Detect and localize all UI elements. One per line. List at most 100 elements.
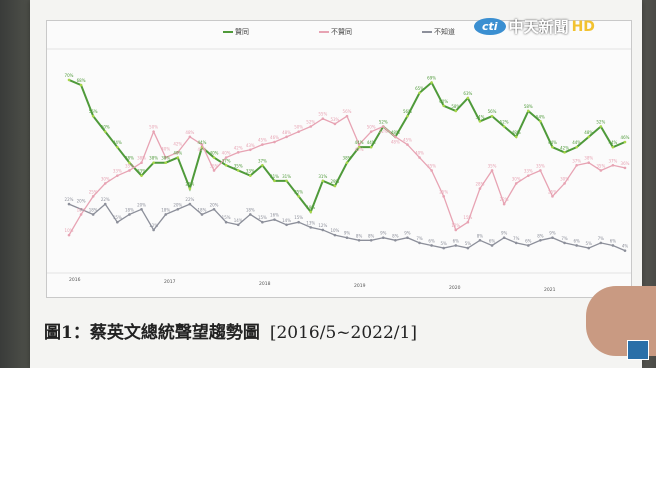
chart-frame: 贊同 不贊同 不知道 2016 2017 2018 2019 2020 2021 70% 68… (46, 20, 632, 298)
data-point (394, 239, 397, 242)
data-label: 48% (391, 130, 400, 135)
data-point (418, 91, 421, 95)
data-label: 8% (392, 233, 399, 238)
data-point (333, 184, 337, 188)
data-point (67, 202, 71, 206)
data-label: 7% (598, 236, 605, 241)
data-point (406, 143, 409, 146)
data-point (273, 218, 276, 221)
data-label: 45% (403, 138, 412, 143)
data-point (454, 228, 458, 232)
year-tick-label: 2019 (354, 283, 366, 289)
data-point (103, 182, 107, 185)
data-label: 29% (330, 179, 339, 184)
data-label: 56% (343, 109, 352, 114)
data-label: 58% (524, 104, 533, 109)
data-label: 54% (536, 114, 545, 119)
data-point (430, 81, 433, 84)
data-label: 15% (463, 215, 472, 220)
data-point (79, 207, 83, 211)
data-point (357, 239, 361, 242)
data-label: 18% (77, 207, 86, 212)
data-point (200, 213, 204, 216)
legend: 贊同 不贊同 不知道 (47, 27, 631, 37)
data-label: 52% (306, 119, 315, 124)
data-point (128, 161, 131, 165)
tv-frame: 贊同 不贊同 不知道 2016 2017 2018 2019 2020 2021 70% 68… (0, 0, 656, 368)
data-point (381, 125, 385, 128)
data-point (91, 213, 95, 216)
data-label: 69% (427, 76, 436, 81)
data-label: 58% (451, 104, 460, 109)
data-label: 15% (222, 215, 231, 220)
data-point (502, 125, 506, 128)
data-label: 38% (161, 156, 170, 161)
data-label: 9% (380, 231, 387, 236)
legend-unknown: 不知道 (422, 27, 455, 37)
data-point (212, 169, 216, 172)
data-point (103, 202, 107, 206)
data-label: 48% (282, 130, 291, 135)
data-label: 50% (149, 125, 158, 130)
data-point (454, 244, 458, 247)
year-tick-label: 2020 (449, 285, 461, 291)
data-point (116, 174, 119, 177)
data-label: 35% (125, 163, 134, 168)
data-label: 37% (572, 158, 581, 163)
data-label: 7% (513, 236, 520, 241)
data-label: 37% (222, 158, 231, 163)
data-point (575, 244, 578, 247)
data-label: 5% (586, 241, 593, 246)
data-point (249, 174, 252, 177)
data-label: 56% (488, 109, 497, 114)
data-point (345, 236, 349, 240)
data-point (188, 187, 192, 190)
data-label: 40% (222, 151, 231, 156)
data-label: 42% (173, 141, 182, 146)
data-point (611, 244, 615, 247)
data-label: 45% (198, 147, 207, 152)
data-point (357, 145, 361, 149)
data-label: 52% (379, 119, 388, 124)
data-point (67, 78, 71, 82)
data-label: 31% (282, 174, 291, 179)
data-label: 44% (572, 140, 581, 145)
data-point (224, 163, 228, 167)
legend-label: 贊同 (235, 28, 249, 36)
data-label: 54% (476, 114, 485, 119)
data-point (285, 179, 288, 183)
data-point (152, 130, 155, 133)
cti-logo-mark: cti (474, 18, 506, 35)
data-label: 12% (451, 223, 460, 228)
paper-sheet: 贊同 不贊同 不知道 2016 2017 2018 2019 2020 2021 70% 68… (30, 0, 642, 368)
data-label: 44% (355, 140, 364, 145)
data-point (478, 187, 482, 190)
data-point (116, 145, 119, 149)
data-label: 37% (258, 158, 267, 163)
legend-swatch (223, 31, 233, 33)
data-label: 31% (270, 174, 279, 179)
data-point (490, 114, 494, 118)
data-label: 25% (294, 189, 303, 194)
data-label: 65% (415, 86, 424, 91)
data-label: 10% (330, 228, 339, 233)
year-tick-label: 2016 (69, 277, 81, 283)
data-label: 68% (77, 78, 86, 83)
data-point (309, 226, 313, 229)
data-point (514, 182, 518, 185)
data-label: 8% (537, 233, 544, 238)
data-label: 50% (294, 125, 303, 130)
data-label: 45% (355, 147, 364, 152)
data-point (176, 207, 180, 211)
data-point (599, 169, 603, 172)
data-point (297, 220, 300, 224)
data-point (551, 145, 554, 149)
data-point (164, 161, 167, 165)
data-point (91, 114, 95, 118)
data-label: 42% (234, 145, 243, 150)
data-label: 35% (210, 163, 219, 168)
line-chart: 2016 2017 2018 2019 2020 2021 70%68% 56% 50% 44% 3… (47, 48, 631, 293)
data-point (249, 148, 252, 152)
data-point (128, 213, 131, 216)
data-point (442, 246, 445, 250)
